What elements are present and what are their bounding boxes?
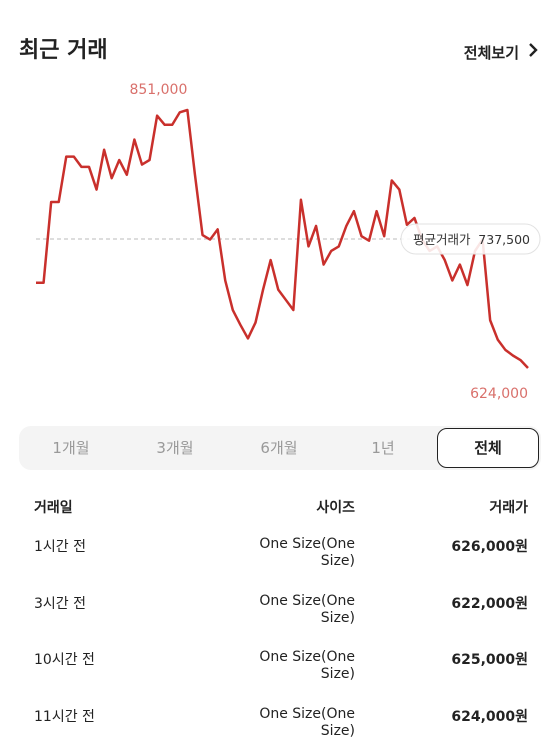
trade-size: One Size(One Size) [259,592,355,626]
header-date: 거래일 [34,500,73,516]
period-tab[interactable]: 6개월 [260,439,298,457]
average-title: 평균거래가 [413,232,471,247]
trade-price: 625,000원 [451,652,528,668]
average-pill: 평균거래가 737,500 [400,223,541,255]
trade-date: 11시간 전 [34,708,95,725]
trade-price: 626,000원 [451,539,528,555]
section-title: 최근 거래 [19,38,108,63]
period-tab[interactable]: 전체 [437,428,539,468]
pill-bg [400,223,541,255]
period-tab[interactable]: 3개월 [156,439,194,457]
trade-date: 10시간 전 [34,652,95,668]
chevron-icon [529,43,538,57]
period-tab[interactable]: 1개월 [52,439,90,457]
price-line [36,108,529,369]
trade-date: 3시간 전 [34,595,86,612]
trade-price: 622,000원 [451,595,528,612]
period-tab[interactable]: 1년 [371,439,395,457]
min-label: 624,000 [470,386,528,402]
average-value: 737,500 [478,232,530,247]
header-size: 사이즈 [316,500,355,516]
trade-size: One Size(One Size) [259,536,355,569]
trade-price: 624,000원 [451,708,528,725]
see-all-link[interactable]: 전체보기 [463,44,519,62]
header-price: 거래가 [489,500,528,516]
trade-size: One Size(One Size) [259,705,355,739]
max-label: 851,000 [129,82,187,98]
trade-date: 1시간 전 [34,539,86,555]
period-tabs: 1개월 3개월 6개월 1년 전체 [19,426,541,470]
price-chart: 851,000 624,000 평균거래가 737,500 [36,82,541,402]
trade-size: One Size(One Size) [259,649,355,682]
